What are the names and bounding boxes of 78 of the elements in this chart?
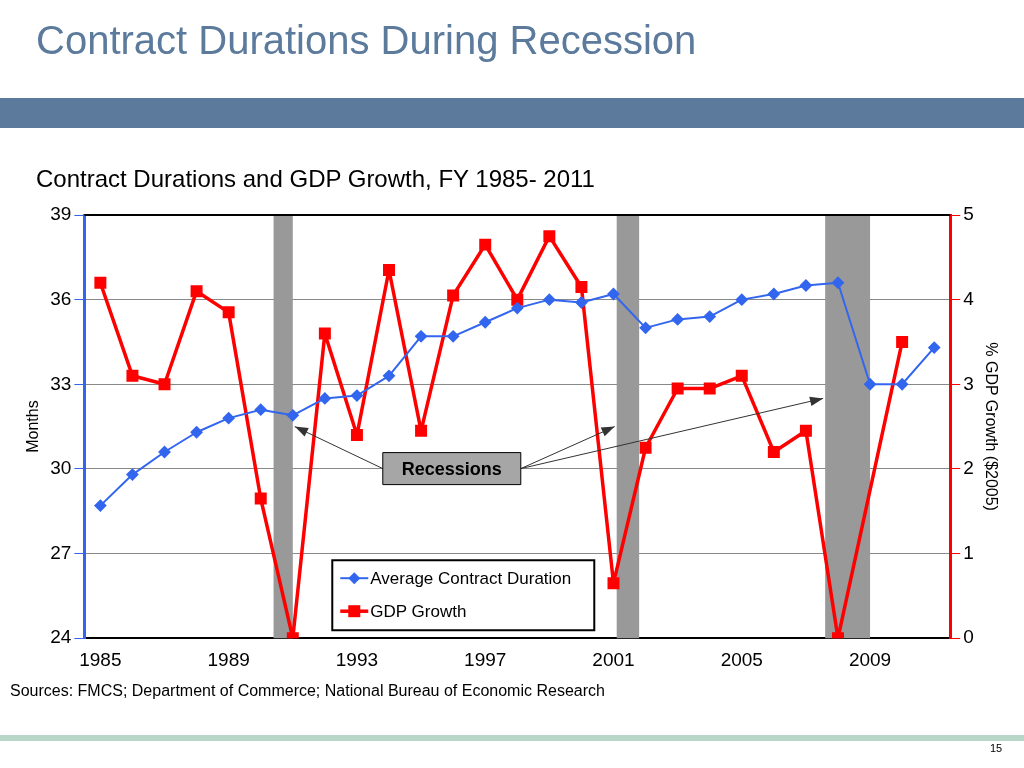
point (735, 369, 748, 382)
point (222, 412, 235, 425)
point (415, 330, 428, 343)
point (447, 330, 460, 343)
x-tick-label: 1997 (464, 648, 507, 670)
point (254, 403, 267, 416)
point (575, 296, 588, 309)
point (511, 293, 524, 306)
point (896, 335, 909, 348)
point (864, 378, 877, 391)
point (896, 378, 909, 391)
point (94, 276, 107, 289)
text: 15 (990, 742, 1003, 754)
point (831, 276, 844, 289)
point (799, 424, 812, 437)
point (190, 426, 203, 439)
point (126, 369, 139, 382)
y2-tick-label: 2 (963, 457, 974, 479)
point (735, 293, 748, 306)
point (222, 306, 235, 319)
point (190, 285, 203, 298)
legend-label: Average Contract Duration (370, 568, 572, 588)
y-tick-label: 33 (50, 372, 72, 394)
point (479, 238, 492, 251)
point (383, 369, 395, 382)
x-tick-label: 2005 (720, 648, 763, 670)
x-tick-label: 2001 (592, 648, 635, 670)
point (928, 341, 941, 354)
chart-subtitle: Contract Durations and GDP Growth, FY 1985- 2011 (36, 165, 595, 193)
point (671, 313, 684, 326)
y-tick-label: 36 (50, 287, 72, 309)
y2-tick-label: 0 (963, 626, 974, 648)
y2-axis-title: % GDP Growth ($2005) (982, 342, 1000, 511)
chart-title: Contract Durations During Recession (36, 18, 697, 63)
x-tick-label: 1989 (207, 648, 250, 670)
point (158, 378, 171, 391)
point (575, 280, 588, 293)
point (350, 429, 363, 442)
y-tick-label: 30 (50, 457, 72, 479)
point (639, 441, 652, 454)
x-tick-label: 1993 (335, 648, 379, 670)
point (511, 302, 524, 315)
point (158, 445, 171, 458)
y-axis-title: Months (24, 400, 42, 453)
y-tick-label: 24 (50, 626, 72, 648)
point (767, 288, 780, 300)
annotation: Recessions (401, 458, 502, 479)
y2-tick-label: 5 (963, 203, 974, 225)
x-tick-label: 2009 (848, 648, 892, 670)
point (703, 382, 716, 395)
y2-tick-label: 3 (963, 372, 974, 394)
point (94, 499, 107, 512)
y2-tick-label: 1 (963, 541, 974, 563)
point (703, 310, 716, 323)
point (350, 389, 363, 402)
x-tick-label: 1985 (79, 648, 122, 670)
point (479, 316, 492, 329)
point (671, 382, 684, 395)
point (415, 424, 428, 437)
point (383, 264, 395, 277)
source-note: Sources: FMCS; Department of Commerce; National Bureau of Economic Research (10, 682, 605, 700)
point (318, 392, 331, 405)
point (607, 288, 620, 300)
point (799, 279, 812, 292)
point (639, 321, 652, 334)
point (318, 327, 331, 340)
point (543, 293, 556, 306)
y2-tick-label: 4 (963, 287, 975, 309)
point (126, 468, 139, 481)
y-tick-label: 39 (50, 203, 72, 225)
point (286, 409, 299, 422)
y-tick-label: 27 (50, 541, 72, 563)
point (767, 446, 780, 458)
point (543, 230, 556, 243)
point (447, 289, 460, 302)
legend-label: GDP Growth (370, 601, 467, 621)
point (254, 492, 267, 505)
point (607, 577, 620, 590)
